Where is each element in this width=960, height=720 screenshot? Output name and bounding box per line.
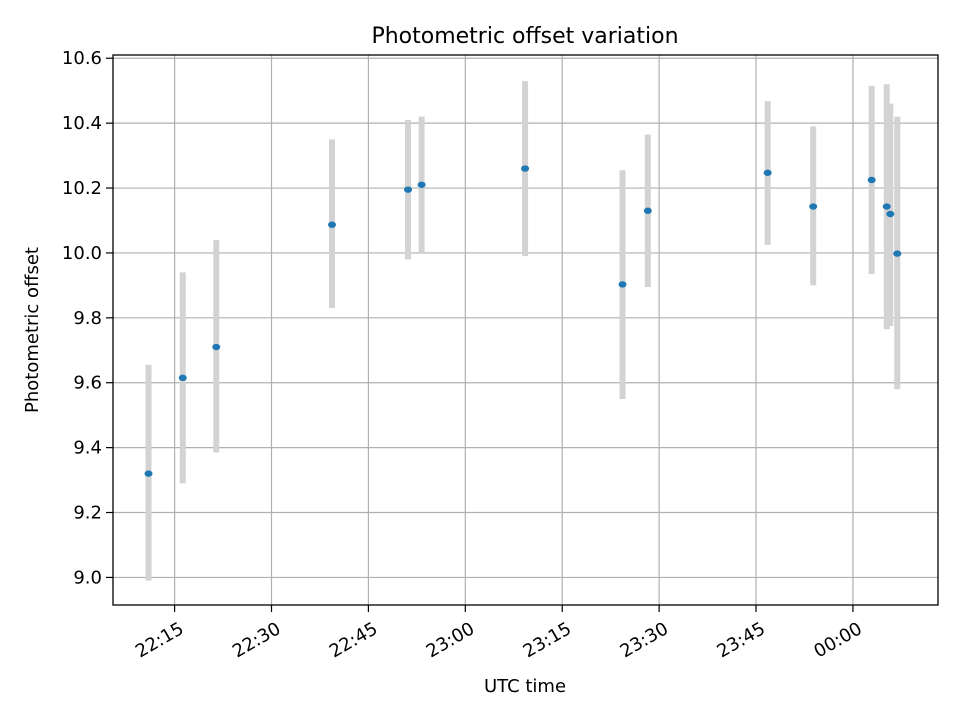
y-tick-label: 10.6: [62, 48, 102, 69]
chart-title: Photometric offset variation: [371, 24, 678, 49]
data-point: [893, 250, 902, 257]
data-point: [618, 281, 627, 288]
plot-frame: [112, 54, 939, 606]
y-tick-label: 10.0: [62, 243, 102, 264]
data-points: [144, 165, 902, 477]
data-point: [882, 203, 891, 210]
y-tick-label: 9.0: [73, 567, 102, 588]
y-tick-label: 9.8: [73, 308, 102, 329]
data-point: [643, 207, 652, 214]
data-point: [404, 186, 413, 193]
y-tick-label: 10.2: [62, 178, 102, 199]
data-point: [328, 221, 337, 228]
data-point: [178, 374, 187, 382]
data-point: [144, 470, 153, 477]
y-tick-label: 9.6: [73, 373, 102, 394]
y-tick-label: 9.4: [73, 438, 102, 459]
data-point: [763, 169, 772, 176]
data-point: [521, 165, 530, 172]
y-axis: 9.0 9.2 9.4 9.6 9.8 10.0 10.2 10.4 10.6: [62, 48, 113, 588]
data-point: [212, 343, 221, 351]
y-tick-label: 9.2: [73, 503, 102, 524]
y-tick-label: 10.4: [62, 113, 102, 134]
data-point: [867, 176, 876, 184]
x-axis-label: UTC time: [484, 676, 566, 697]
y-axis-label: Photometric offset: [22, 247, 43, 413]
data-point: [886, 210, 895, 218]
data-point: [809, 203, 818, 210]
data-point: [417, 181, 426, 188]
